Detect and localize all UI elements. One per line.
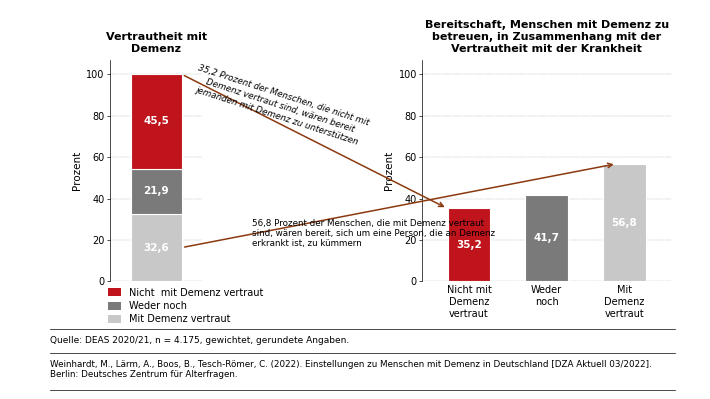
Y-axis label: Prozent: Prozent [72, 151, 82, 190]
Bar [131, 214, 182, 281]
Legend: Nicht  mit Demenz vertraut, Weder noch, Mit Demenz vertraut: Nicht mit Demenz vertraut, Weder noch, M… [108, 288, 263, 324]
Title: Vertrautheit mit
Demenz: Vertrautheit mit Demenz [106, 32, 207, 53]
Title: Bereitschaft, Menschen mit Demenz zu
betreuen, in Zusammenhang mit der
Vertrauth: Bereitschaft, Menschen mit Demenz zu bet… [425, 20, 669, 53]
Text: 35,2 Prozent der Menschen, die nicht mit
Demenz vertraut sind, wären bereit
jema: 35,2 Prozent der Menschen, die nicht mit… [190, 64, 371, 148]
Text: 45,5: 45,5 [143, 117, 169, 126]
Bar [525, 195, 568, 281]
Text: 35,2: 35,2 [456, 240, 482, 250]
Bar [448, 208, 491, 281]
Bar [131, 168, 182, 214]
Text: 32,6: 32,6 [143, 243, 169, 253]
Bar [131, 74, 182, 168]
Text: Weinhardt, M., Lärm, A., Boos, B., Tesch-Römer, C. (2022). Einstellungen zu Mens: Weinhardt, M., Lärm, A., Boos, B., Tesch… [50, 359, 652, 379]
Text: 21,9: 21,9 [143, 186, 169, 196]
Y-axis label: Prozent: Prozent [384, 151, 394, 190]
Text: Quelle: DEAS 2020/21, n = 4.175, gewichtet, gerundete Angaben.: Quelle: DEAS 2020/21, n = 4.175, gewicht… [50, 336, 349, 345]
Text: 56,8: 56,8 [611, 217, 638, 227]
Text: 56,8 Prozent der Menschen, die mit Demenz vertraut
sind, wären bereit, sich um e: 56,8 Prozent der Menschen, die mit Demen… [252, 219, 495, 248]
Text: 41,7: 41,7 [534, 233, 559, 243]
Bar [603, 164, 645, 281]
